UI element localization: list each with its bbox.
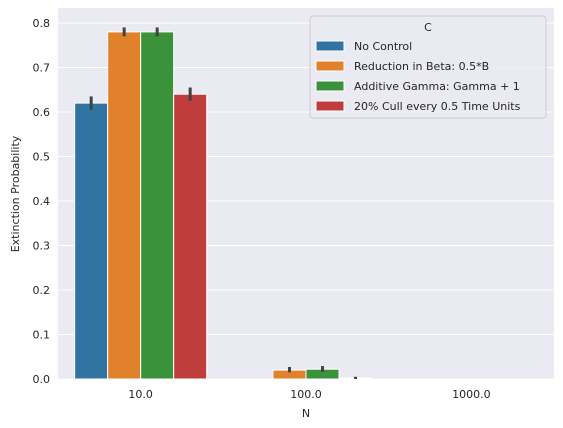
y-tick-label: 0.6	[33, 106, 51, 119]
legend-swatch	[315, 80, 345, 92]
legend-label: Additive Gamma: Gamma + 1	[354, 80, 520, 93]
x-tick-label: 1000.0	[452, 388, 491, 401]
bar	[107, 31, 142, 380]
bars	[74, 31, 373, 380]
legend-items: No Control Reduction in Beta: 0.5*B Additi…	[315, 40, 521, 113]
x-tick-labels: 10.0 100.0 1000.0	[128, 388, 490, 401]
legend-box	[309, 15, 547, 119]
legend-label: Reduction in Beta: 0.5*B	[354, 60, 489, 73]
legend-swatch	[315, 60, 345, 72]
bar	[74, 102, 109, 380]
y-tick-label: 0.5	[33, 151, 51, 164]
y-tick-label: 0.4	[33, 195, 51, 208]
x-tick-label: 10.0	[128, 388, 153, 401]
legend-label: No Control	[354, 40, 412, 53]
y-axis-label: Extinction Probability	[9, 135, 22, 252]
y-tick-label: 0.1	[33, 329, 51, 342]
y-tick-labels: 0.0 0.1 0.2 0.3 0.4 0.5 0.6 0.7 0.8	[33, 17, 51, 386]
error-bars	[89, 27, 357, 379]
y-tick-label: 0.0	[33, 373, 51, 386]
y-tick-label: 0.2	[33, 284, 51, 297]
x-axis-label: N	[302, 407, 310, 420]
legend-label: 20% Cull every 0.5 Time Units	[354, 100, 521, 113]
bar	[140, 31, 175, 380]
y-tick-label: 0.8	[33, 17, 51, 30]
legend: C No Control Reduction in Beta: 0.5*B Addi…	[309, 15, 547, 119]
legend-swatch	[315, 100, 345, 112]
legend-title: C	[424, 21, 432, 34]
x-tick-label: 100.0	[290, 388, 322, 401]
bar	[173, 93, 208, 380]
y-tick-label: 0.3	[33, 240, 51, 253]
y-tick-label: 0.7	[33, 62, 51, 75]
legend-swatch	[315, 40, 345, 52]
